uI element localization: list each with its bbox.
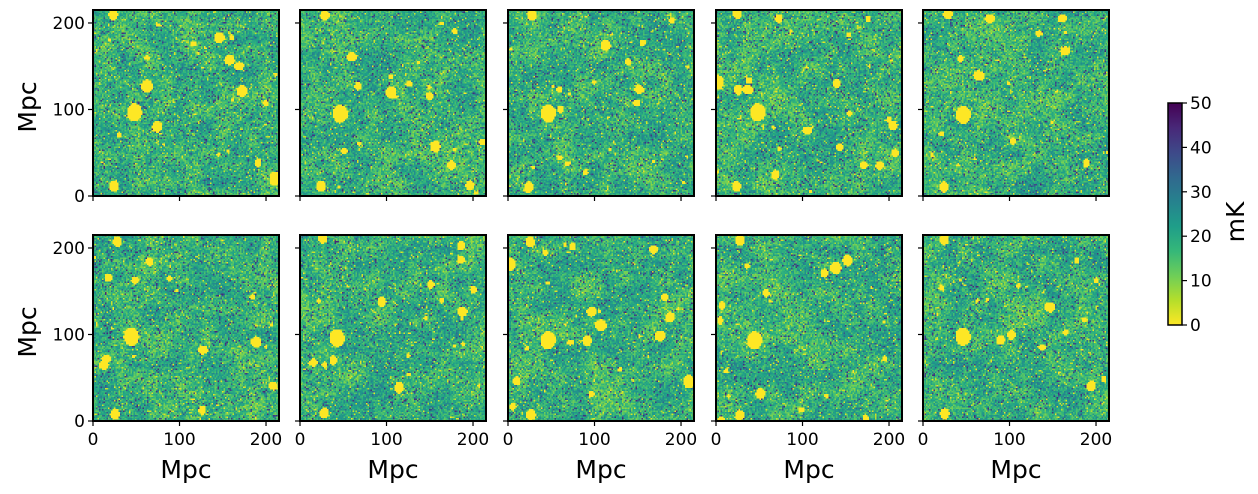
panel-frame: [299, 234, 487, 422]
panel-frame: [507, 234, 695, 422]
x-tick-label: 200: [250, 430, 282, 450]
y-tick-label: 0: [74, 412, 85, 432]
y-tick-label: 200: [53, 14, 85, 34]
x-axis-label: Mpc: [160, 455, 211, 484]
panel-r2-c3: 0 100 200 Mpc: [503, 234, 697, 484]
panel-r1-c4: [711, 9, 903, 201]
heatmap-image: [923, 235, 1109, 421]
panel-frame: [299, 9, 487, 197]
x-tick-label: 0: [711, 430, 722, 450]
heatmap-image: [300, 235, 486, 421]
x-tick-label: 200: [873, 430, 905, 450]
colorbar-tick-label: 30: [1190, 183, 1212, 203]
heatmap-image: [508, 235, 694, 421]
y-tick-label: 100: [53, 100, 85, 120]
panel-frame: [922, 9, 1110, 197]
panel-frame: [507, 9, 695, 197]
heatmap-image: [716, 10, 902, 196]
panel-r2-c2: 0 100 200 Mpc: [295, 234, 489, 484]
x-tick-label: 0: [88, 430, 99, 450]
y-axis-label: Mpc: [13, 81, 42, 132]
colorbar-tick-label: 40: [1190, 138, 1212, 158]
heatmap-image: [93, 235, 279, 421]
x-tick-label: 0: [295, 430, 306, 450]
heatmap-image: [300, 10, 486, 196]
x-tick-label: 0: [918, 430, 929, 450]
panel-frame: [92, 234, 280, 422]
panel-frame: [715, 9, 903, 197]
heatmap-image: [923, 10, 1109, 196]
x-axis-label: Mpc: [783, 455, 834, 484]
x-tick-label: 0: [503, 430, 514, 450]
panel-r1-c2: [295, 9, 487, 201]
x-tick-label: 100: [993, 430, 1025, 450]
x-tick-label: 200: [665, 430, 697, 450]
colorbar-tick-label: 20: [1190, 227, 1212, 247]
heatmap-image: [93, 10, 279, 196]
panel-frame: [922, 234, 1110, 422]
panel-r1-c3: [503, 9, 695, 201]
x-axis-label: Mpc: [367, 455, 418, 484]
x-tick-label: 200: [1080, 430, 1112, 450]
y-axis-label: Mpc: [13, 306, 42, 357]
colorbar-tick-label: 50: [1190, 94, 1212, 114]
colorbar-tick-label: 10: [1190, 272, 1212, 292]
x-tick-label: 200: [457, 430, 489, 450]
panel-frame: [92, 9, 280, 197]
panel-r1-c1: 0 100 200 Mpc: [13, 9, 280, 207]
x-tick-label: 100: [163, 430, 195, 450]
panel-r1-c5: [918, 9, 1110, 201]
panel-r2-c5: 0 100 200 Mpc: [918, 234, 1112, 484]
y-tick-label: 200: [53, 239, 85, 259]
panel-r2-c4: 0 100 200 Mpc: [711, 234, 905, 484]
colorbar-tick-label: 0: [1190, 316, 1201, 336]
panel-frame: [715, 234, 903, 422]
heatmap-image: [508, 10, 694, 196]
colorbar-ticks: 0 10 20 30 40 50: [1182, 94, 1212, 336]
x-axis-label: Mpc: [575, 455, 626, 484]
panel-grid: 0 100 200 Mpc 0 100 200 0 100 200 Mpc Mpc 0 100 200 Mpc…: [13, 9, 1112, 484]
heatmap-image: [716, 235, 902, 421]
colorbar-label: mK: [1221, 201, 1250, 242]
x-tick-label: 100: [578, 430, 610, 450]
x-axis-label: Mpc: [990, 455, 1041, 484]
x-tick-label: 100: [786, 430, 818, 450]
colorbar-gradient: [1167, 102, 1183, 326]
y-tick-label: 100: [53, 325, 85, 345]
colorbar: 0 10 20 30 40 50 mK: [1167, 94, 1250, 336]
y-tick-label: 0: [74, 187, 85, 207]
panel-r2-c1: 0 100 200 0 100 200 Mpc Mpc: [13, 234, 282, 484]
x-tick-label: 100: [370, 430, 402, 450]
